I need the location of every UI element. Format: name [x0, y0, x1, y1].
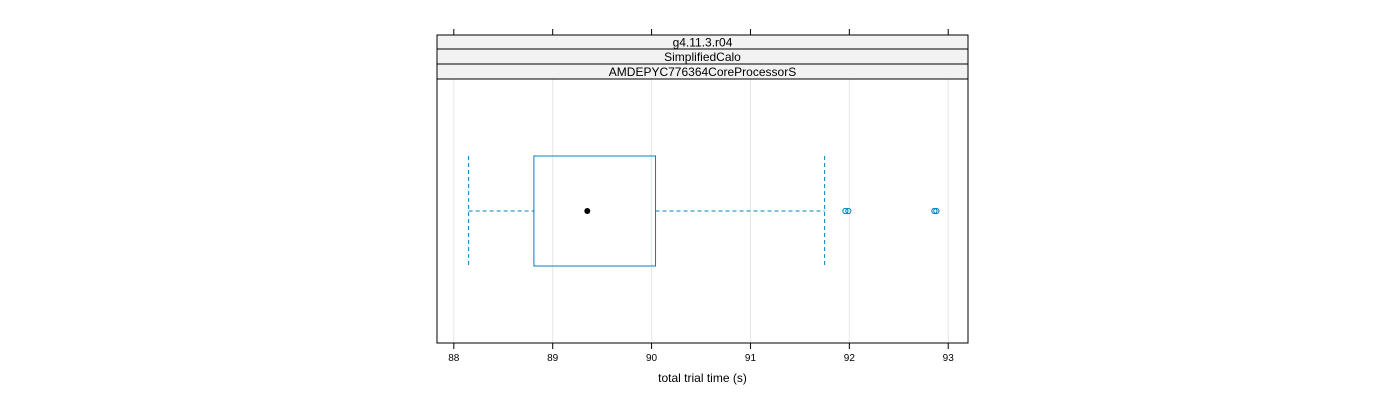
- strip-label-3: AMDEPYC776364CoreProcessorS: [609, 65, 796, 79]
- box-plot-marks: [468, 155, 940, 267]
- x-tick-label-93: 93: [943, 353, 955, 364]
- x-axis-title: total trial time (s): [658, 371, 747, 385]
- outlier-point-4: [933, 207, 940, 215]
- iqr-box: [533, 155, 657, 267]
- x-tick-label-92: 92: [844, 353, 856, 364]
- x-tick-label-90: 90: [646, 353, 658, 364]
- x-axis: 88 89 90 91 92 93: [448, 29, 954, 364]
- x-tick-label-88: 88: [448, 353, 460, 364]
- outlier-point-3: [931, 207, 938, 215]
- outlier-point-2: [845, 207, 852, 215]
- x-tick-label-89: 89: [547, 353, 559, 364]
- panel-frame: [436, 78, 969, 344]
- strip-label-1: g4.11.3.r04: [673, 36, 733, 50]
- x-tick-label-91: 91: [745, 353, 757, 364]
- median-dot: [584, 208, 591, 214]
- strip-label-2: SimplifiedCalo: [664, 50, 741, 64]
- outlier-point-1: [842, 207, 849, 215]
